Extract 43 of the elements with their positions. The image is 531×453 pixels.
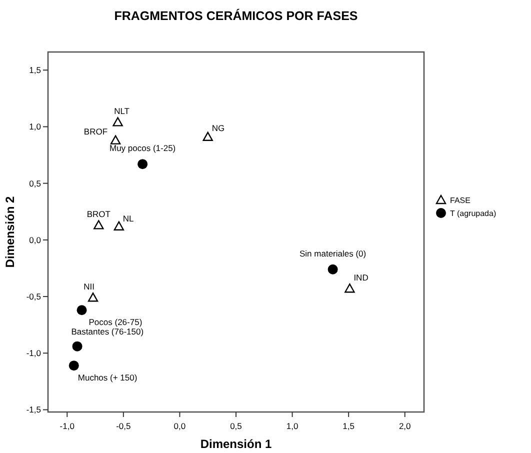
annotation: Muy pocos (1-25)	[109, 143, 176, 154]
annotation: NG	[212, 122, 225, 133]
y-tick-label: 1,5	[29, 65, 42, 76]
annotation: Pocos (26-75)	[88, 317, 142, 328]
y-tick-label: 0,5	[29, 178, 42, 188]
x-tick-label: -0,5	[116, 421, 132, 431]
x-tick-label: 0,0	[174, 421, 186, 431]
point	[328, 264, 338, 274]
y-tick-label: 0,0	[29, 234, 42, 245]
point	[344, 284, 355, 293]
annotation: Sin materiales (0)	[300, 248, 366, 258]
y-tick-label: -1,0	[26, 348, 42, 358]
x-tick-label: 2,0	[398, 421, 412, 431]
point	[202, 132, 213, 142]
point	[114, 221, 124, 230]
annotation: Muchos (+ 150)	[78, 372, 138, 383]
annotation: BROF	[84, 126, 108, 136]
point	[68, 360, 79, 371]
annotation: NL	[122, 213, 134, 224]
chart-title: FRAGMENTOS CERÁMICOS POR FASES	[114, 8, 358, 23]
annotation: NLT	[114, 106, 130, 116]
point	[76, 305, 87, 316]
y-tick-label: -0,5	[26, 292, 42, 302]
y-tick-label: -1,5	[26, 404, 42, 415]
point	[88, 292, 98, 302]
x-tick-label: 1,0	[286, 421, 298, 431]
y-tick-label: 1,0	[29, 122, 42, 132]
x-tick-label: -1,0	[60, 421, 75, 431]
point	[110, 135, 121, 144]
point	[72, 341, 82, 352]
annotation: Bastantes (76-150)	[71, 326, 144, 336]
x-tick-label: 0,5	[230, 421, 242, 431]
x-tick-label: 1,5	[342, 421, 355, 431]
point	[138, 159, 148, 170]
point	[94, 220, 104, 230]
legend-label: FASE	[450, 196, 470, 205]
annotation: BROT	[86, 209, 110, 220]
legend-label: T (agrupada)	[450, 209, 496, 218]
point	[112, 117, 123, 126]
x-axis-title: Dimensión 1	[200, 437, 272, 451]
y-axis-title: Dimensión 2	[3, 196, 17, 268]
annotation: NII	[84, 282, 94, 292]
annotation: IND	[354, 272, 368, 283]
